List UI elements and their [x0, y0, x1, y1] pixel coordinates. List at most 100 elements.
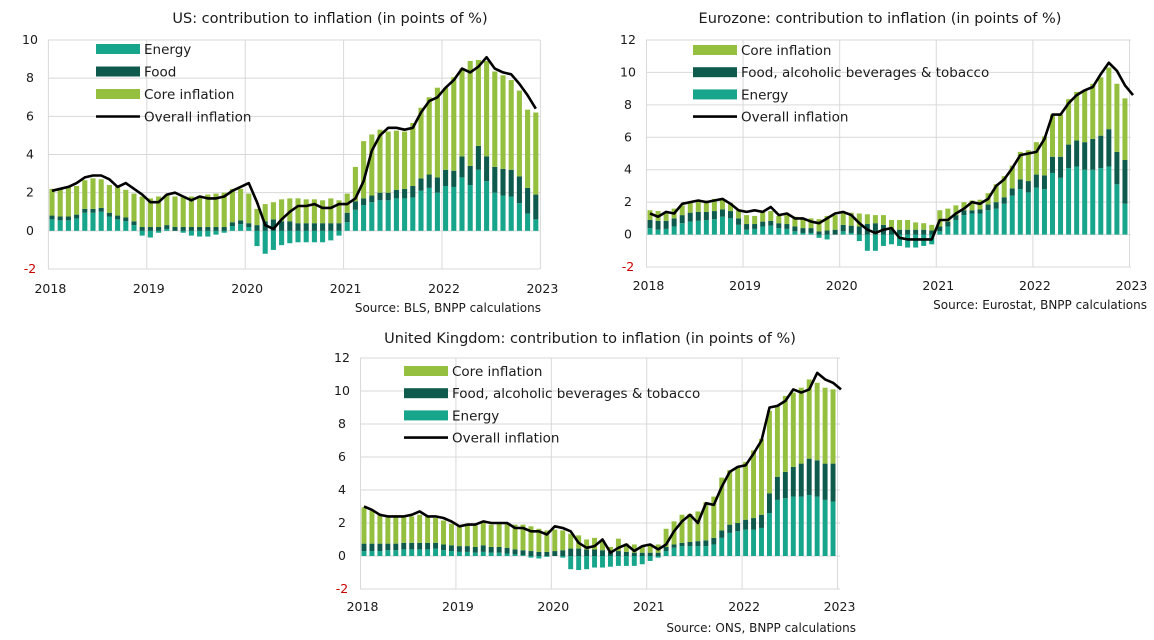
uk-legend-label-overall: Overall inflation: [452, 431, 559, 447]
uk-bar-food: [401, 542, 407, 550]
ez-bar-food: [929, 230, 935, 235]
ez-bar-food: [969, 210, 975, 214]
ez-bar-core: [921, 223, 927, 230]
us-x-tick-label: 2018: [34, 281, 66, 296]
ez-bar-food: [1082, 142, 1088, 170]
ez-bar-core: [897, 219, 903, 230]
us-bar-energy: [254, 230, 260, 247]
uk-bar-food: [377, 543, 383, 552]
us-bar-core: [131, 193, 137, 222]
ez-bar-energy: [1122, 203, 1128, 235]
uk-bar-food: [679, 542, 685, 547]
us-bar-energy: [229, 226, 235, 231]
us-bar-core: [410, 123, 416, 186]
ez-bar-core: [816, 219, 822, 232]
us-bar-food: [164, 225, 170, 229]
ez-bar-food: [647, 219, 653, 229]
uk-bar-food: [592, 549, 598, 556]
uk-bar-core: [615, 538, 621, 552]
uk-bar-energy: [798, 496, 804, 556]
uk-bar-core: [623, 543, 629, 552]
ez-bar-food: [856, 226, 862, 235]
uk-bar-food: [369, 543, 375, 552]
uk-bar-food: [671, 544, 677, 548]
ez-bar-energy: [711, 219, 717, 235]
uk-bar-food: [600, 550, 605, 556]
ez-bar-core: [760, 211, 766, 222]
ez-bar-core: [1009, 165, 1015, 189]
ez-bar-energy: [728, 218, 733, 235]
ez-bar-energy: [1001, 203, 1007, 235]
uk-bar-core: [448, 523, 454, 546]
us-bar-energy: [246, 227, 252, 231]
uk-bar-energy: [743, 529, 749, 556]
ez-bar-food: [736, 218, 742, 225]
us-bar-energy: [516, 203, 522, 231]
uk-x-tick-label: 2022: [728, 599, 760, 614]
us-bar-food: [139, 227, 145, 231]
uk-bar-food: [560, 550, 566, 556]
us-bar-food: [508, 169, 514, 197]
uk-bar-food: [727, 524, 733, 533]
uk-bar-food: [480, 545, 486, 552]
ez-bar-energy: [736, 224, 742, 235]
ez-bar-food: [840, 224, 846, 232]
uk-legend-label-energy: Energy: [452, 408, 499, 424]
us-bar-core: [229, 188, 235, 223]
us-bar-energy: [377, 200, 383, 231]
us-bar-energy: [90, 212, 96, 231]
ez-bar-food: [776, 223, 782, 229]
uk-bar-energy: [504, 553, 510, 556]
us-overall-inflation-line: [51, 55, 537, 231]
ez-bar-food: [1098, 135, 1104, 169]
ez-bar-energy: [752, 228, 758, 235]
uk-y-tick-label: -2: [336, 581, 348, 596]
uk-bar-energy: [536, 556, 542, 559]
us-bar-food: [221, 227, 227, 231]
uk-bar-core: [663, 528, 669, 547]
uk-bar-energy: [576, 556, 582, 571]
us-bar-food: [311, 223, 317, 231]
us-bar-core: [197, 196, 203, 228]
us-bar-core: [213, 193, 219, 228]
us-bar-food: [533, 194, 539, 220]
ez-bar-core: [1106, 67, 1112, 130]
us-x-tick-label: 2023: [526, 281, 558, 296]
ez-y-tick-label: -2: [622, 259, 634, 274]
us-bar-core: [352, 166, 358, 202]
ez-bar-energy: [1009, 195, 1015, 235]
uk-y-tick-label: 2: [338, 515, 346, 530]
us-bar-core: [123, 189, 129, 218]
ez-bar-energy: [703, 219, 709, 235]
uk-bar-energy: [568, 556, 574, 570]
us-bar-energy: [369, 202, 375, 231]
us-bar-food: [238, 220, 244, 225]
us-bar-core: [500, 75, 506, 169]
ez-y-tick-label: 2: [624, 194, 632, 209]
us-bar-energy: [352, 209, 358, 231]
ez-bar-food: [784, 224, 790, 229]
uk-bar-energy: [663, 551, 669, 556]
us-bar-core: [115, 186, 121, 216]
ez-bar-energy: [687, 221, 693, 235]
uk-bar-energy: [393, 550, 399, 556]
us-bar-core: [484, 60, 490, 157]
ez-legend-swatch-core: [693, 45, 737, 55]
ez-bar-food: [897, 229, 903, 235]
uk-bar-core: [687, 513, 693, 542]
uk-bar-food: [393, 543, 399, 551]
us-bar-core: [98, 179, 104, 208]
uk-bar-food: [576, 548, 582, 556]
uk-bar-energy: [433, 548, 439, 556]
us-bar-energy: [82, 212, 88, 231]
us-bar-energy: [65, 220, 71, 231]
ez-bar-food: [905, 229, 911, 235]
ez-bar-energy: [768, 225, 774, 235]
uk-bar-core: [520, 524, 526, 551]
uk-bar-food: [441, 544, 446, 551]
ez-bar-food: [768, 220, 774, 226]
uk-bar-core: [441, 520, 446, 545]
us-bar-core: [65, 185, 71, 217]
ez-bar-energy: [953, 219, 959, 235]
